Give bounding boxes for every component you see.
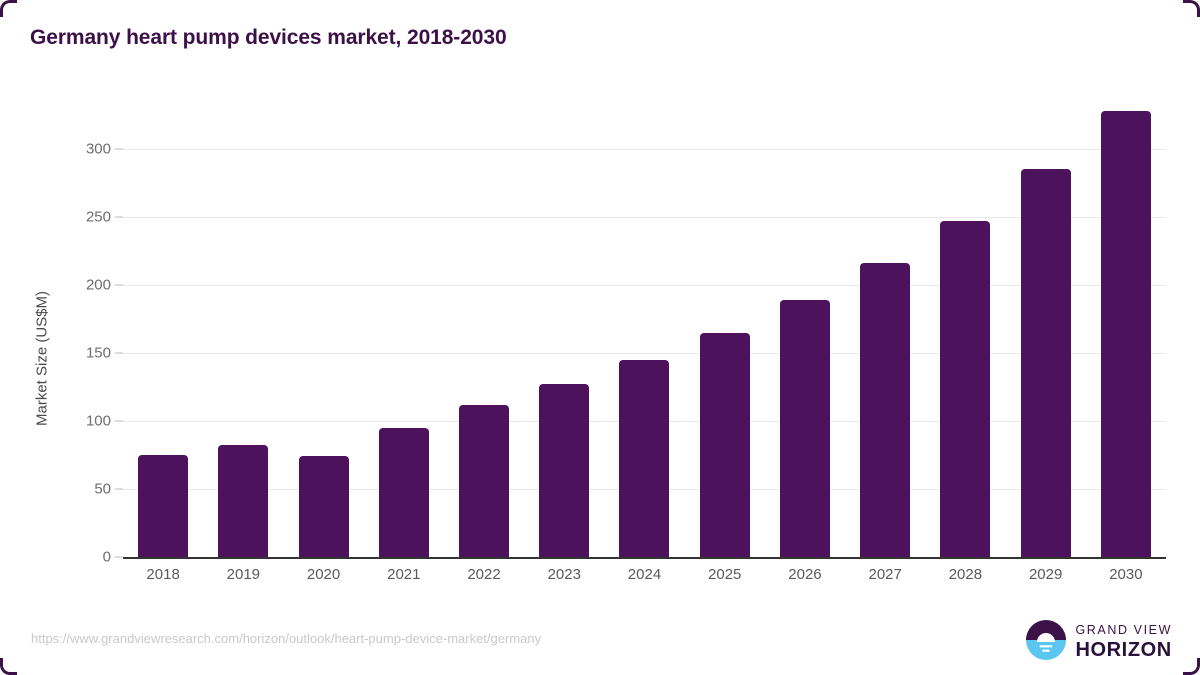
- bar[interactable]: [699, 332, 750, 557]
- brand-logo-line1: GRAND VIEW: [1075, 623, 1172, 638]
- x-axis-tick-label: 2028: [948, 566, 983, 583]
- y-axis-tick-label: 200: [85, 276, 111, 294]
- bar-group: 2025: [685, 0, 765, 583]
- y-axis-tick-mark: [115, 556, 123, 558]
- y-axis-tick-mark: [115, 488, 123, 490]
- y-axis-label: Market Size (US$M): [33, 290, 51, 427]
- horizon-sunrise-circle-icon: [1026, 619, 1067, 665]
- bar-group: 2030: [1086, 0, 1166, 583]
- gridline: [123, 149, 1166, 150]
- bar-group: 2028: [925, 0, 1005, 583]
- bar[interactable]: [218, 445, 269, 557]
- x-axis-tick-label: 2029: [1028, 566, 1063, 583]
- bar-group: 2027: [845, 0, 925, 583]
- gridline: [123, 285, 1166, 286]
- x-axis-tick-label: 2030: [1109, 566, 1143, 583]
- bar[interactable]: [1020, 169, 1071, 557]
- bar[interactable]: [1100, 110, 1151, 557]
- x-axis-tick-label: 2026: [788, 566, 822, 583]
- y-axis-tick-mark: [115, 352, 123, 354]
- x-axis-tick-label: 2021: [387, 566, 421, 583]
- gridline: [123, 217, 1166, 218]
- x-axis-tick-label: 2027: [868, 566, 902, 583]
- y-axis-tick-mark: [115, 216, 123, 218]
- bar-group: 2022: [444, 0, 524, 583]
- bar[interactable]: [539, 384, 590, 557]
- source-url[interactable]: https://www.grandviewresearch.com/horizo…: [31, 631, 542, 646]
- brand-logo-text: GRAND VIEW HORIZON: [1075, 624, 1172, 660]
- gridline: [123, 353, 1166, 354]
- bar[interactable]: [298, 456, 349, 557]
- bar-group: 2024: [604, 0, 684, 583]
- x-axis-tick-label: 2025: [708, 566, 742, 583]
- bar-group: 2023: [524, 0, 604, 583]
- bar-group: 2029: [1006, 0, 1086, 583]
- y-axis-tick-label: 250: [85, 208, 111, 226]
- bar-series: 2018 2019 2020 2021 2022 2023 2024 2025 2026 2027…: [123, 0, 1166, 583]
- bar[interactable]: [779, 299, 830, 557]
- y-axis-tick-mark: [115, 284, 123, 286]
- x-axis-tick-label: 2018: [146, 566, 180, 583]
- bar-group: 2026: [765, 0, 845, 583]
- x-axis-tick-label: 2020: [306, 566, 341, 583]
- y-axis-tick-label: 150: [85, 344, 111, 362]
- x-axis-tick-label: 2023: [547, 566, 581, 583]
- bar[interactable]: [860, 263, 911, 557]
- y-axis-tick-label: 100: [85, 412, 111, 430]
- y-axis-tick-mark: [115, 148, 123, 150]
- page-title: Germany heart pump devices market, 2018-…: [30, 26, 507, 49]
- bar-group: 2018: [123, 0, 203, 583]
- bar[interactable]: [619, 359, 670, 557]
- bar-group: 2020: [283, 0, 363, 583]
- brand-logo-line2: HORIZON: [1075, 638, 1172, 661]
- x-axis-tick-label: 2019: [226, 566, 261, 583]
- bar-group: 2019: [203, 0, 283, 583]
- x-axis-tick-label: 2022: [467, 566, 501, 583]
- brand-logo[interactable]: GRAND VIEW HORIZON: [1026, 619, 1172, 665]
- bar[interactable]: [378, 427, 429, 557]
- bar[interactable]: [138, 455, 189, 557]
- bar[interactable]: [940, 221, 991, 557]
- x-axis-baseline: [123, 557, 1166, 559]
- y-axis-tick-label: 50: [94, 480, 111, 498]
- y-axis-tick-label: 0: [102, 548, 111, 566]
- bar[interactable]: [459, 404, 510, 557]
- y-axis-tick-label: 300: [85, 140, 111, 158]
- x-axis-tick-label: 2024: [627, 566, 662, 583]
- bar-group: 2021: [364, 0, 444, 583]
- y-axis-tick-mark: [115, 420, 123, 422]
